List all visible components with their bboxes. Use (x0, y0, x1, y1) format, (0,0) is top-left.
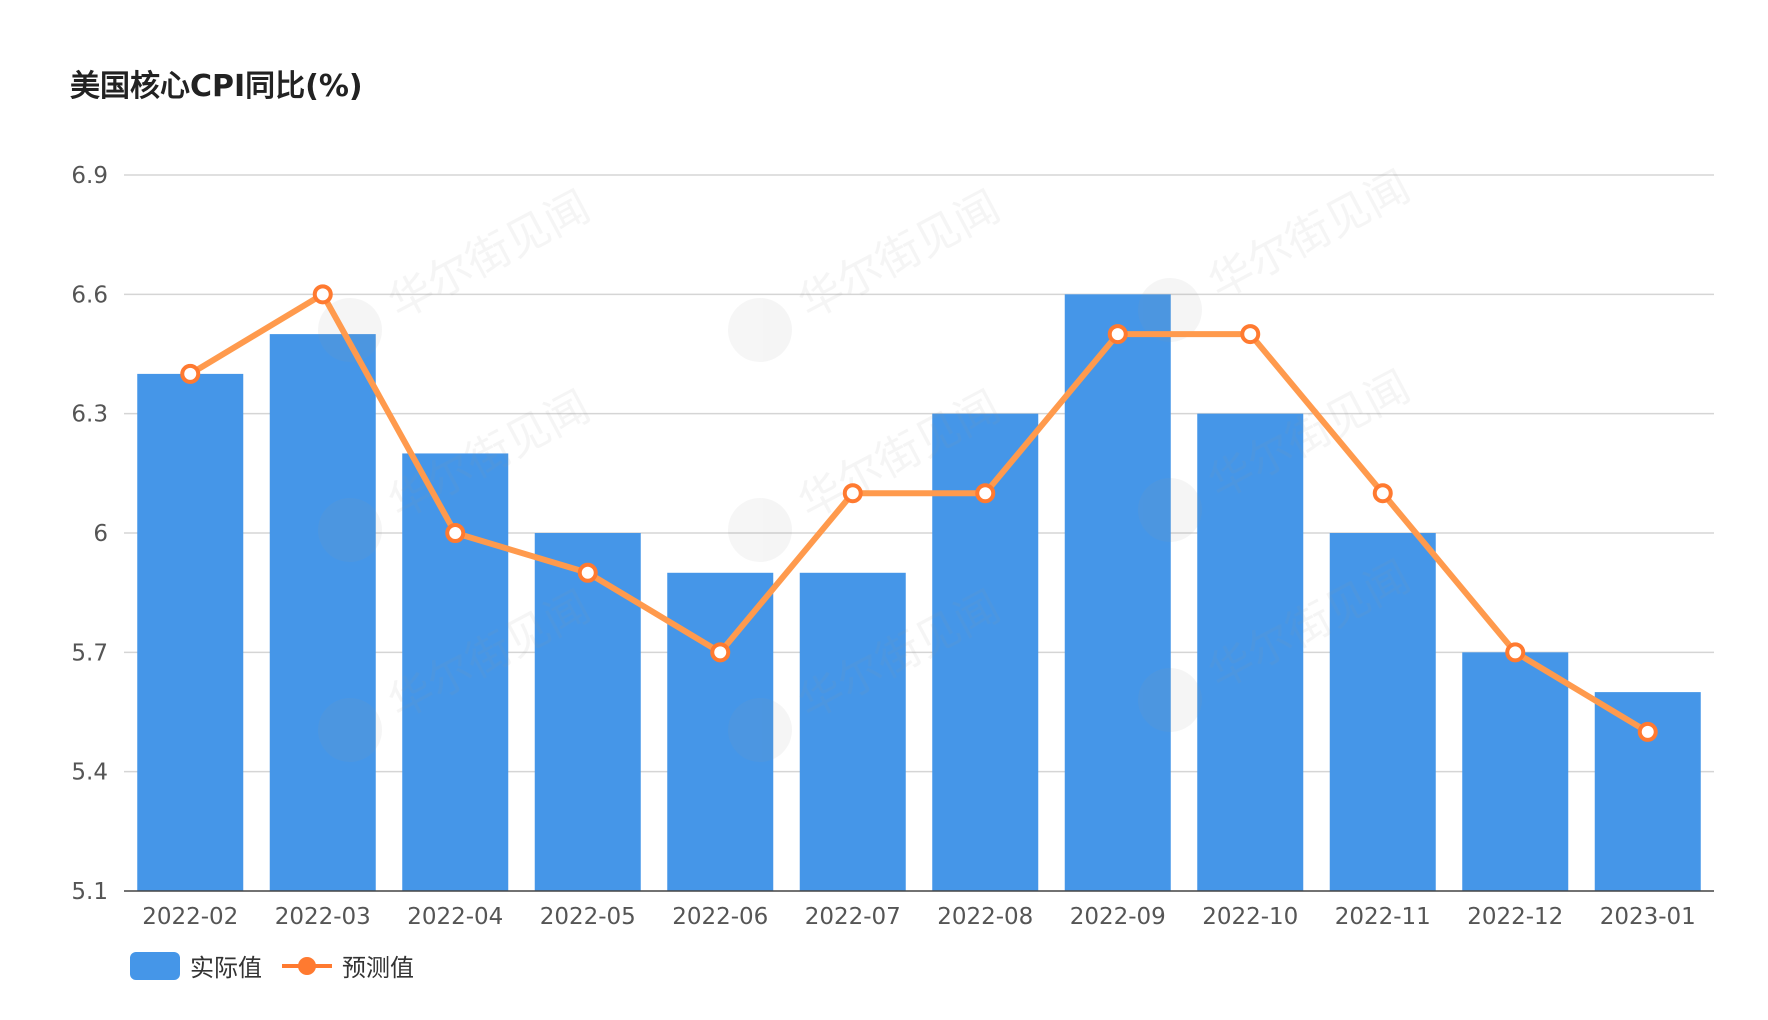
forecast-point-2022-11[interactable] (1372, 483, 1393, 504)
bar-2022-02[interactable] (137, 373, 244, 891)
legend-line-label[interactable]: 预测值 (342, 954, 414, 982)
forecast-point-2022-09[interactable] (1107, 324, 1128, 345)
watermark-text: 华尔街见闻 (1200, 161, 1418, 309)
y-tick-label: 6.9 (71, 163, 108, 189)
bar-2022-07[interactable] (799, 572, 906, 891)
watermark-logo-icon (318, 698, 382, 762)
watermark-logo-icon (1138, 478, 1202, 542)
x-tick-label: 2022-12 (1467, 904, 1563, 930)
y-tick-label: 5.4 (71, 760, 108, 786)
bar-2022-11[interactable] (1329, 533, 1436, 891)
bar-2022-09[interactable] (1064, 294, 1171, 891)
bar-2022-03[interactable] (269, 334, 376, 892)
y-tick-label: 6.3 (71, 402, 108, 428)
forecast-point-2022-02[interactable] (180, 363, 201, 384)
watermark-mark: 华尔街见闻 (1138, 161, 1418, 342)
legend[interactable]: 实际值 预测值 (130, 952, 414, 982)
watermark-logo-icon (728, 498, 792, 562)
forecast-point-2022-04[interactable] (445, 523, 466, 543)
bar-2022-12[interactable] (1462, 652, 1569, 891)
watermark-logo-icon (1138, 278, 1202, 342)
y-tick-label: 6 (93, 521, 108, 547)
legend-bar-label[interactable]: 实际值 (190, 954, 262, 982)
forecast-point-2022-03[interactable] (312, 284, 333, 305)
forecast-point-2022-08[interactable] (975, 483, 996, 504)
forecast-point-2022-12[interactable] (1505, 642, 1526, 663)
x-axis-ticks: 2022-02 2022-03 2022-04 2022-05 2022-06 2022-… (142, 904, 1696, 930)
forecast-point-2022-06[interactable] (710, 642, 731, 663)
x-tick-label: 2022-04 (407, 904, 503, 930)
y-tick-label: 6.6 (71, 282, 108, 308)
x-tick-label: 2022-10 (1202, 904, 1298, 930)
forecast-point-2022-05[interactable] (577, 562, 598, 583)
forecast-line (187, 291, 1651, 735)
watermark: 华尔街见闻华尔街见闻华尔街见闻华尔街见闻华尔街见闻华尔街见闻华尔街见闻华尔街见闻… (318, 161, 1418, 762)
chart-title: 美国核心CPI同比(%) (70, 69, 363, 104)
watermark-text: 华尔街见闻 (790, 181, 1008, 329)
forecast-point-2023-01[interactable] (1637, 721, 1658, 742)
x-tick-label: 2022-03 (275, 904, 371, 930)
forecast-point-2022-10[interactable] (1240, 324, 1261, 345)
bar-2022-10[interactable] (1197, 413, 1304, 891)
x-tick-label: 2023-01 (1600, 904, 1696, 930)
watermark-text: 华尔街见闻 (380, 181, 598, 329)
watermark-logo-icon (728, 698, 792, 762)
y-tick-label: 5.7 (71, 640, 108, 666)
line-series (180, 284, 1658, 742)
legend-bar-swatch[interactable] (130, 952, 180, 980)
x-tick-label: 2022-09 (1070, 904, 1166, 930)
x-tick-label: 2022-02 (142, 904, 238, 930)
x-tick-label: 2022-07 (805, 904, 901, 930)
watermark-mark: 华尔街见闻 (728, 181, 1008, 362)
bar-series (137, 294, 1701, 892)
bar-2022-05[interactable] (534, 533, 641, 891)
x-tick-label: 2022-06 (672, 904, 768, 930)
x-tick-label: 2022-11 (1335, 904, 1431, 930)
legend-line-marker[interactable] (298, 957, 316, 975)
watermark-logo-icon (728, 298, 792, 362)
watermark-logo-icon (1138, 668, 1202, 732)
y-axis-ticks: 5.1 5.4 5.7 6 6.3 6.6 6.9 (71, 163, 108, 905)
bar-2022-06[interactable] (667, 572, 774, 891)
forecast-point-2022-07[interactable] (842, 483, 863, 504)
x-tick-label: 2022-08 (937, 904, 1033, 930)
x-tick-label: 2022-05 (540, 904, 636, 930)
y-tick-label: 5.1 (71, 879, 108, 905)
watermark-logo-icon (318, 498, 382, 562)
